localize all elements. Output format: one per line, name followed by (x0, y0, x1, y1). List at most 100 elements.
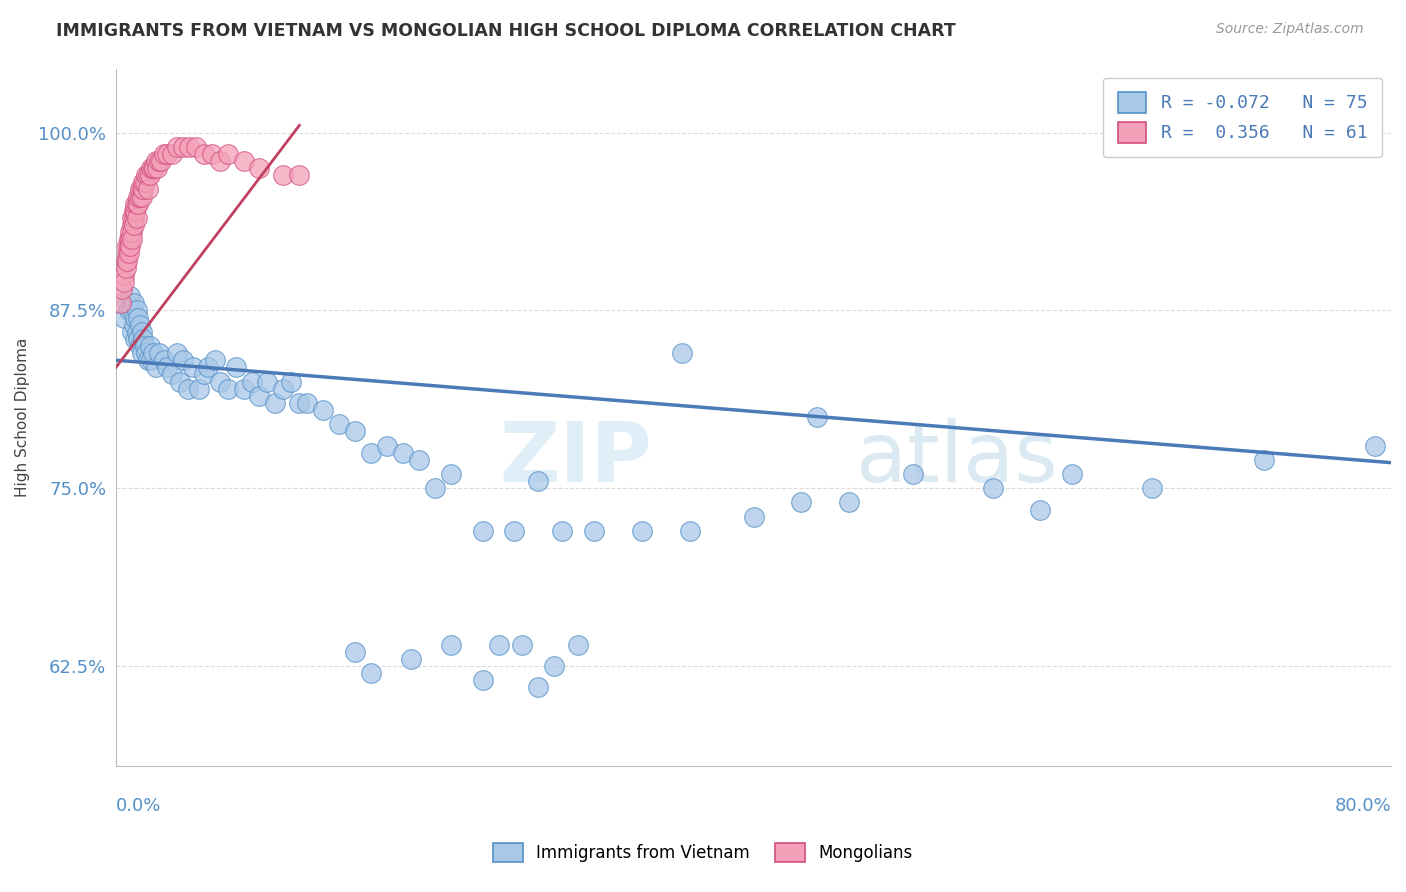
Point (543, 659, 565, 673)
Point (132, 182, 155, 196)
Point (187, 382, 209, 396)
Text: atlas: atlas (855, 418, 1057, 500)
Point (112, 310, 135, 325)
Y-axis label: High School Diploma: High School Diploma (15, 337, 30, 497)
Point (512, 638, 534, 652)
Point (297, 396, 319, 410)
Point (134, 175, 156, 189)
Point (118, 239, 141, 253)
Point (527, 474, 550, 488)
Point (129, 189, 152, 203)
Point (146, 161, 169, 175)
Point (121, 211, 143, 225)
Point (156, 147, 179, 161)
Point (125, 303, 148, 318)
Point (288, 396, 311, 410)
Point (232, 154, 254, 169)
Point (256, 375, 278, 389)
Point (115, 239, 138, 253)
Point (232, 382, 254, 396)
Point (153, 147, 176, 161)
Point (122, 296, 145, 310)
Point (344, 645, 367, 659)
Point (111, 282, 134, 296)
Point (127, 196, 149, 211)
Point (156, 360, 179, 375)
Point (679, 524, 702, 538)
Point (1253, 452, 1275, 467)
Point (131, 325, 153, 339)
Point (1029, 502, 1052, 516)
Point (118, 246, 141, 260)
Point (125, 196, 148, 211)
Point (184, 140, 207, 154)
Point (120, 232, 142, 246)
Point (160, 368, 183, 382)
Point (790, 495, 813, 509)
Point (112, 268, 135, 282)
Point (121, 303, 143, 318)
Point (240, 375, 263, 389)
Point (806, 410, 828, 425)
Point (399, 652, 422, 666)
Text: IMMIGRANTS FROM VIETNAM VS MONGOLIAN HIGH SCHOOL DIPLOMA CORRELATION CHART: IMMIGRANTS FROM VIETNAM VS MONGOLIAN HIG… (56, 22, 956, 40)
Point (124, 196, 146, 211)
Point (172, 140, 194, 154)
Point (118, 303, 141, 318)
Point (408, 452, 430, 467)
Point (273, 168, 295, 182)
Point (742, 509, 765, 524)
Point (148, 346, 170, 360)
Point (197, 360, 219, 375)
Text: ZIP: ZIP (499, 418, 651, 500)
Point (134, 339, 156, 353)
Point (1062, 467, 1084, 481)
Point (208, 154, 231, 169)
Point (110, 296, 132, 310)
Point (838, 495, 860, 509)
Point (1140, 481, 1163, 495)
Point (118, 232, 141, 246)
Point (208, 375, 231, 389)
Point (132, 332, 155, 346)
Point (172, 353, 194, 368)
Point (1364, 439, 1386, 453)
Point (114, 260, 136, 275)
Point (440, 467, 463, 481)
Point (204, 353, 226, 368)
Point (127, 189, 149, 203)
Point (125, 211, 148, 225)
Text: Source: ZipAtlas.com: Source: ZipAtlas.com (1216, 22, 1364, 37)
Point (527, 681, 550, 695)
Point (136, 168, 159, 182)
Point (312, 403, 335, 417)
Point (551, 524, 574, 538)
Legend: Immigrants from Vietnam, Mongolians: Immigrants from Vietnam, Mongolians (485, 834, 921, 871)
Point (166, 140, 188, 154)
Point (217, 147, 239, 161)
Point (121, 325, 143, 339)
Point (488, 638, 510, 652)
Point (360, 666, 382, 681)
Point (249, 161, 271, 175)
Point (122, 218, 145, 232)
Point (129, 182, 152, 196)
Point (132, 175, 155, 189)
Point (142, 346, 165, 360)
Point (631, 524, 654, 538)
Point (471, 673, 494, 688)
Point (145, 360, 167, 375)
Point (124, 332, 146, 346)
Point (148, 154, 170, 169)
Point (122, 211, 145, 225)
Text: 80.0%: 80.0% (1334, 797, 1391, 815)
Point (121, 225, 143, 239)
Point (149, 154, 172, 169)
Point (471, 524, 494, 538)
Point (131, 182, 153, 196)
Point (139, 353, 162, 368)
Point (440, 638, 463, 652)
Point (136, 353, 159, 368)
Point (112, 275, 135, 289)
Point (115, 253, 138, 268)
